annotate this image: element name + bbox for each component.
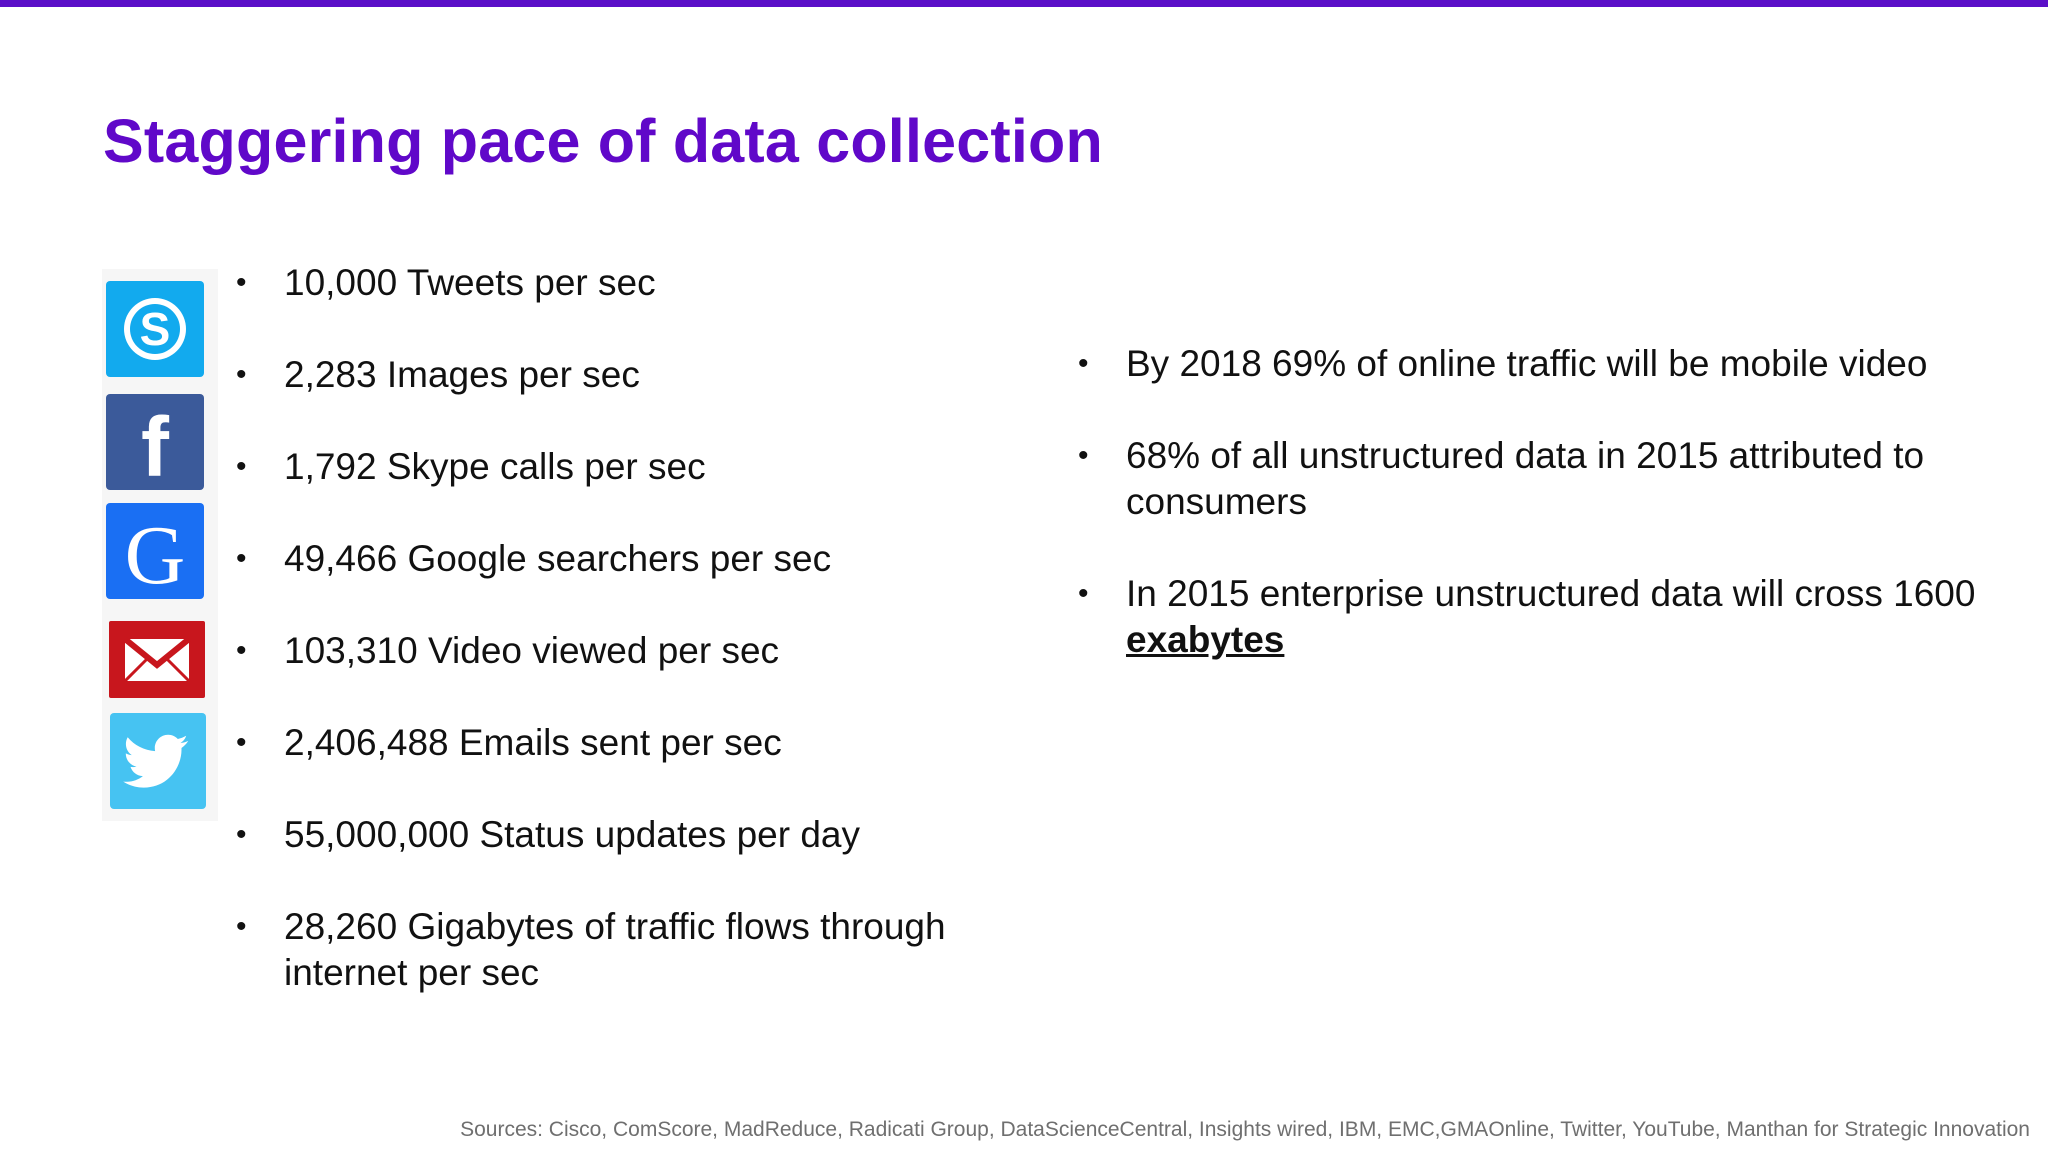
gmail-icon: [109, 621, 205, 698]
list-item: 1,792 Skype calls per sec: [236, 444, 1016, 490]
svg-text:S: S: [140, 303, 171, 355]
sources-footnote: Sources: Cisco, ComScore, MadReduce, Rad…: [460, 1118, 2030, 1141]
right-bullet-list: By 2018 69% of online traffic will be mo…: [1078, 341, 1978, 709]
list-item: 2,283 Images per sec: [236, 352, 1016, 398]
twitter-icon: [110, 713, 206, 809]
skype-icon: S: [106, 281, 204, 377]
exabytes-link[interactable]: exabytes: [1126, 619, 1285, 660]
list-item: 28,260 Gigabytes of traffic flows throug…: [236, 904, 1016, 996]
left-bullet-list: 10,000 Tweets per sec 2,283 Images per s…: [236, 260, 1016, 1042]
list-item-text: In 2015 enterprise unstructured data wil…: [1126, 573, 1976, 614]
list-item: 55,000,000 Status updates per day: [236, 812, 1016, 858]
list-item: 103,310 Video viewed per sec: [236, 628, 1016, 674]
slide-title: Staggering pace of data collection: [103, 107, 1103, 175]
list-item: By 2018 69% of online traffic will be mo…: [1078, 341, 1978, 387]
svg-text:G: G: [125, 509, 186, 599]
google-icon: G: [106, 503, 204, 599]
facebook-icon: f: [106, 394, 204, 490]
list-item: In 2015 enterprise unstructured data wil…: [1078, 571, 1978, 663]
list-item: 2,406,488 Emails sent per sec: [236, 720, 1016, 766]
svg-text:f: f: [141, 400, 170, 490]
top-accent-bar: [0, 0, 2048, 7]
list-item: 49,466 Google searchers per sec: [236, 536, 1016, 582]
list-item: 68% of all unstructured data in 2015 att…: [1078, 433, 1978, 525]
list-item: 10,000 Tweets per sec: [236, 260, 1016, 306]
social-icon-strip: S f G: [102, 269, 218, 821]
